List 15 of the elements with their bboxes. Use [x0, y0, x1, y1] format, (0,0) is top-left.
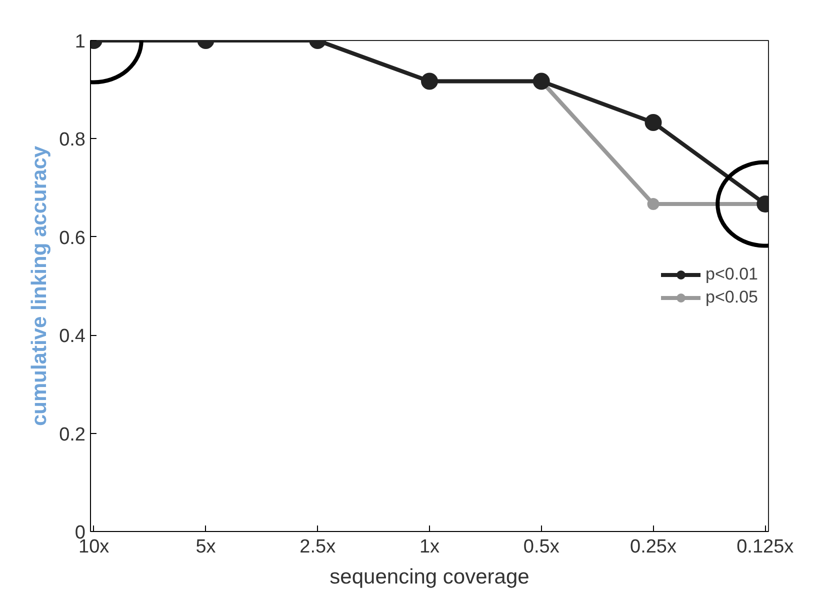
x-tick-label: 0.125x [736, 536, 794, 558]
x-axis-title: sequencing coverage [330, 566, 530, 588]
x-tick-label: 0.25x [630, 536, 677, 558]
y-tick-label: 0.6 [59, 228, 86, 249]
x-tick-label: 0.5x [523, 536, 560, 558]
legend-label: p<0.05 [706, 287, 758, 307]
legend-label: p<0.01 [706, 264, 758, 284]
y-axis-title: cumulative linking accuracy [28, 146, 52, 426]
y-tick-label: 1 [74, 32, 86, 52]
y-tick-label: 0.2 [59, 424, 86, 446]
y-tick-label: 0.4 [59, 326, 86, 348]
x-tick-label: 2.5x [300, 536, 336, 558]
y-tick-label: 0.8 [59, 130, 86, 151]
x-tick-label: 5x [196, 536, 216, 558]
x-tick-label: 1x [419, 536, 440, 558]
